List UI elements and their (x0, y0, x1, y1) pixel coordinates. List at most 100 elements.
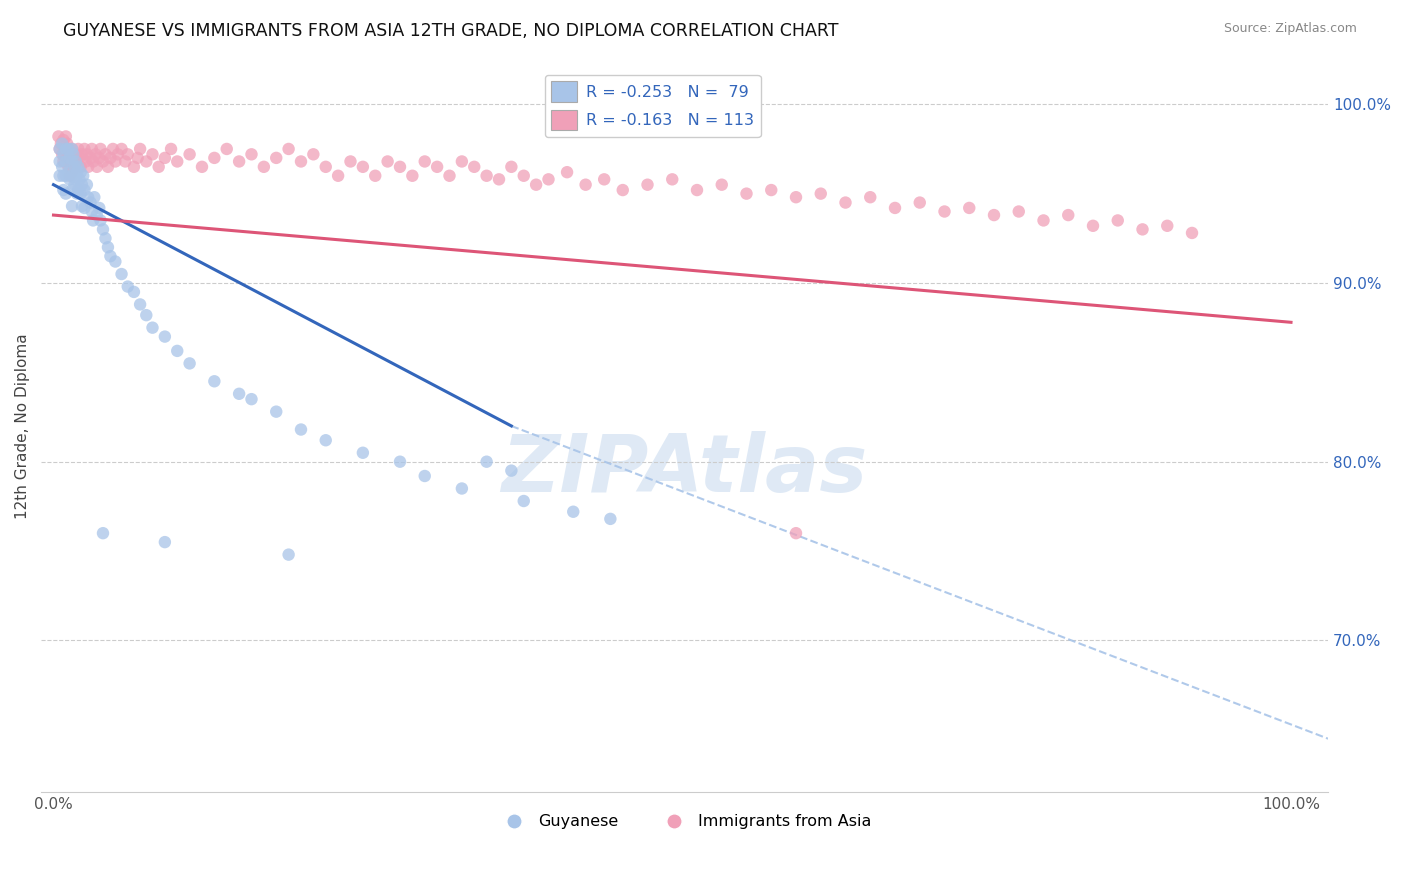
Point (48, 142, 70, 156)
Point (69, 151, 91, 165)
Point (364, 169, 387, 183)
Point (599, 512, 621, 526)
Text: Source: ZipAtlas.com: Source: ZipAtlas.com (1223, 22, 1357, 36)
Point (1181, 226, 1204, 240)
Point (70, 178, 93, 192)
Point (202, 151, 225, 165)
Point (290, 154, 312, 169)
Point (593, 172, 616, 186)
Point (127, 151, 149, 165)
Point (60, 165, 83, 179)
Point (785, 190, 807, 204)
Point (191, 160, 214, 174)
Point (60, 183, 83, 197)
Point (70, 147, 93, 161)
Point (65, 172, 87, 186)
Point (66, 186, 89, 201)
Point (264, 404, 287, 418)
Point (48, 154, 70, 169)
Point (637, 178, 659, 192)
Point (153, 151, 176, 165)
Point (388, 455, 411, 469)
Point (100, 249, 122, 263)
Point (65, 154, 87, 169)
Point (215, 142, 238, 156)
Point (735, 186, 758, 201)
Point (104, 154, 127, 169)
Point (153, 535, 176, 549)
Point (58, 151, 80, 165)
Point (72, 169, 94, 183)
Point (55, 142, 77, 156)
Point (463, 160, 485, 174)
Point (76, 147, 98, 161)
Point (450, 154, 472, 169)
Point (135, 308, 157, 322)
Point (153, 329, 176, 343)
Point (501, 464, 523, 478)
Point (253, 160, 276, 174)
Text: GUYANESE VS IMMIGRANTS FROM ASIA 12TH GRADE, NO DIPLOMA CORRELATION CHART: GUYANESE VS IMMIGRANTS FROM ASIA 12TH GR… (63, 22, 839, 40)
Point (148, 160, 170, 174)
Point (114, 154, 136, 169)
Point (302, 147, 325, 161)
Point (388, 160, 411, 174)
Point (52, 183, 75, 197)
Point (80, 204, 103, 219)
Point (55, 151, 77, 165)
Point (315, 160, 337, 174)
Point (70, 199, 93, 213)
Point (934, 204, 956, 219)
Point (110, 267, 132, 281)
Point (141, 320, 163, 334)
Point (413, 154, 436, 169)
Point (277, 142, 299, 156)
Point (62, 147, 84, 161)
Point (86, 208, 108, 222)
Point (104, 254, 127, 268)
Point (612, 183, 634, 197)
Point (290, 423, 312, 437)
Point (710, 178, 733, 192)
Point (141, 147, 163, 161)
Point (513, 494, 536, 508)
Point (69, 160, 91, 174)
Point (79, 195, 101, 210)
Point (228, 386, 250, 401)
Point (810, 186, 832, 201)
Point (908, 195, 931, 210)
Point (264, 151, 287, 165)
Point (73, 183, 96, 197)
Point (326, 169, 349, 183)
Point (91, 222, 114, 236)
Point (89, 213, 111, 227)
Point (413, 469, 436, 483)
Point (58, 169, 80, 183)
Point (277, 548, 299, 562)
Point (107, 147, 129, 161)
Point (62, 151, 84, 165)
Point (89, 142, 111, 156)
Point (513, 169, 536, 183)
Point (53, 142, 76, 156)
Point (51, 160, 73, 174)
Point (60, 169, 83, 183)
Point (122, 285, 145, 299)
Point (160, 142, 183, 156)
Point (69, 165, 91, 179)
Point (52, 133, 75, 147)
Point (179, 147, 201, 161)
Point (86, 160, 108, 174)
Point (58, 172, 80, 186)
Text: ZIPAtlas: ZIPAtlas (502, 431, 868, 509)
Point (983, 208, 1005, 222)
Point (135, 154, 157, 169)
Point (524, 178, 547, 192)
Point (166, 154, 188, 169)
Point (352, 446, 374, 460)
Point (1107, 213, 1129, 227)
Point (555, 165, 578, 179)
Point (352, 160, 374, 174)
Point (60, 142, 83, 156)
Point (55, 186, 77, 201)
